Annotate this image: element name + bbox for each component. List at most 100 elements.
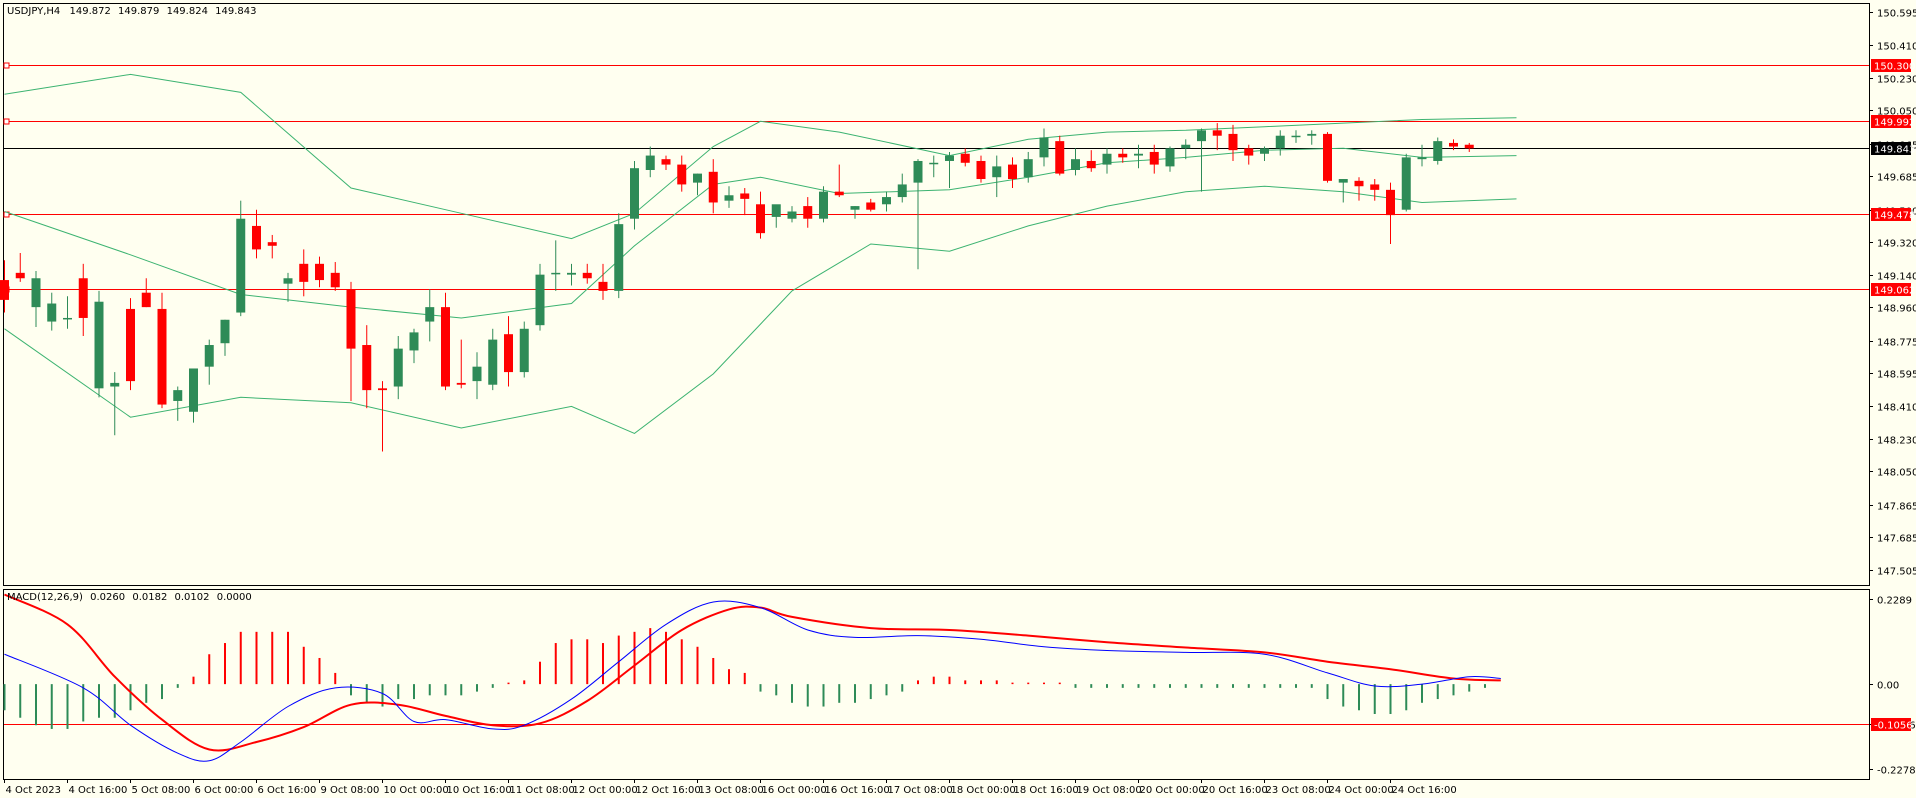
bull-candle (897, 184, 907, 198)
symbol-header: USDJPY,H4 149.872 149.879 149.824 149.84… (7, 6, 256, 17)
bull-candle (630, 168, 639, 219)
bollinger-upper-band (4, 73, 1517, 240)
bear-candle (299, 263, 309, 282)
price-tag (1871, 142, 1911, 155)
bear-candle (1228, 133, 1238, 151)
bull-candle (519, 328, 529, 373)
x-tick-label: 4 Oct 2023 (6, 785, 61, 796)
y-tick-label: 150.595 (1877, 9, 1916, 20)
x-tick-label: 16 Oct 16:00 (825, 785, 890, 796)
bear-candle (740, 193, 750, 199)
bear-candle (1008, 164, 1017, 180)
macd-y-tick-label: 0.00 (1877, 681, 1899, 692)
x-tick-label: 20 Oct 00:00 (1140, 785, 1205, 796)
macd-y-tick-label: 0.2289 (1877, 596, 1912, 607)
bull-candle (409, 332, 419, 351)
bull-candle (1165, 148, 1175, 167)
y-tick-label: 147.685 (1877, 534, 1916, 545)
axes: 150.595150.410150.230150.050149.865149.6… (4, 9, 1916, 796)
y-tick-label: 150.230 (1877, 75, 1916, 86)
bull-candle (850, 206, 860, 210)
bull-candle (393, 348, 403, 387)
high-value: 149.879 (118, 6, 159, 17)
x-tick-label: 17 Oct 08:00 (888, 785, 953, 796)
bear-candle (1449, 142, 1458, 147)
bear-candle (315, 263, 324, 281)
macd-name: MACD(12,26,9) (7, 592, 83, 603)
level-handle (3, 118, 10, 125)
y-tick-label: 148.410 (1877, 403, 1916, 414)
x-tick-label: 20 Oct 16:00 (1203, 785, 1268, 796)
macd-level-tag-label: -0.1056 (1874, 721, 1913, 732)
macd-panel[interactable] (3, 593, 1869, 762)
bull-candle (1134, 153, 1143, 156)
x-tick-label: 24 Oct 16:00 (1392, 785, 1457, 796)
bear-candle (126, 308, 135, 382)
bull-candle (882, 197, 891, 205)
y-tick-label: 147.865 (1877, 502, 1916, 513)
bull-candle (283, 278, 293, 284)
bear-candle (677, 164, 687, 185)
bull-candle (645, 155, 655, 170)
price-tag (1871, 283, 1911, 296)
bear-candle (582, 272, 592, 279)
price-panel-frame (3, 3, 1870, 586)
bull-candle (488, 339, 498, 385)
x-tick-label: 11 Oct 08:00 (510, 785, 575, 796)
bear-candle (157, 308, 167, 405)
open-value: 149.872 (69, 6, 110, 17)
bull-candle (1260, 148, 1269, 154)
macd-header: MACD(12,26,9) 0.0260 0.0182 0.0102 0.000… (7, 592, 252, 603)
y-tick-label: 148.775 (1877, 338, 1916, 349)
level-handle (3, 62, 10, 69)
bear-candle (1386, 189, 1395, 216)
x-tick-label: 12 Oct 16:00 (636, 785, 701, 796)
y-tick-label: 148.230 (1877, 436, 1916, 447)
bull-candle (771, 204, 781, 217)
bear-candle (598, 281, 608, 291)
bear-candle (960, 153, 970, 163)
y-tick-label: 147.505 (1877, 567, 1916, 578)
price-tag-label: 149.843 (1874, 145, 1915, 156)
macd-value-1: 0.0260 (90, 592, 125, 603)
bull-candle (1433, 141, 1443, 161)
bear-candle (346, 289, 356, 349)
bull-candle (1307, 133, 1317, 136)
x-tick-label: 18 Oct 00:00 (951, 785, 1016, 796)
bull-candle (929, 162, 939, 165)
price-tag (1871, 115, 1911, 128)
bull-candle (1181, 144, 1191, 149)
x-tick-label: 6 Oct 00:00 (195, 785, 254, 796)
bear-candle (708, 171, 718, 203)
x-tick-label: 10 Oct 00:00 (384, 785, 449, 796)
x-tick-label: 18 Oct 16:00 (1014, 785, 1079, 796)
bear-candle (378, 388, 387, 391)
bull-candle (1023, 159, 1033, 178)
bollinger-middle-band (4, 147, 1517, 319)
price-tag-label: 150.300 (1874, 62, 1915, 73)
bear-candle (0, 280, 9, 300)
macd-value-4: 0.0000 (217, 592, 252, 603)
bull-candle (992, 166, 1002, 178)
bear-candle (1149, 151, 1159, 165)
bear-candle (1086, 160, 1096, 169)
bull-candle (472, 366, 482, 382)
bear-candle (1055, 141, 1065, 174)
price-tag (1871, 208, 1911, 221)
bull-candle (1338, 179, 1348, 183)
bear-candle (78, 278, 88, 318)
bull-candle (819, 191, 828, 219)
bull-candle (913, 160, 923, 183)
bull-candle (173, 390, 183, 401)
price-tag (1871, 59, 1911, 72)
price-panel[interactable] (0, 62, 1869, 452)
bear-candle (330, 272, 340, 288)
macd-y-tick-label: -0.2278 (1877, 766, 1916, 777)
bear-candle (803, 206, 813, 219)
bear-candle (267, 242, 277, 246)
bear-candle (504, 334, 513, 373)
bear-candle (1370, 184, 1380, 190)
bull-candle (1401, 157, 1411, 210)
